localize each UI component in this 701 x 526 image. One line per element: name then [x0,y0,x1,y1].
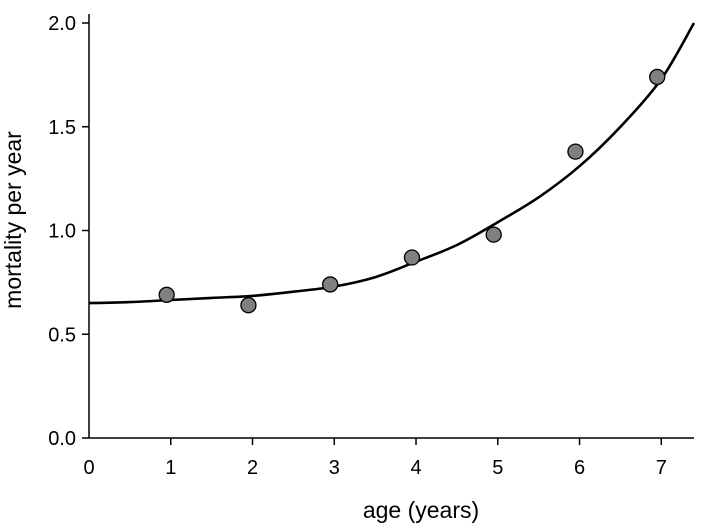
y-tick-label: 1.5 [48,117,76,139]
y-axis-title: mortality per year [0,131,26,309]
x-tick-label: 6 [574,457,585,479]
x-tick-label: 7 [656,457,667,479]
data-point [158,286,175,303]
data-points [158,68,666,314]
y-tick-label: 2.0 [48,13,76,35]
y-axis-ticks: 0.0 0.5 1.0 1.5 2.0 [48,13,89,450]
fit-curve [88,22,696,305]
x-axis-title: age (years) [363,497,479,523]
x-tick-label: 0 [83,457,94,479]
y-tick-label: 1.0 [48,221,76,243]
data-point [322,276,339,293]
y-tick-label: 0.0 [48,428,76,450]
x-tick-label: 4 [410,457,421,479]
data-point [240,297,257,314]
axes [88,14,694,439]
y-tick-label: 0.5 [48,324,76,346]
data-point [403,249,421,266]
x-tick-label: 2 [247,457,258,479]
data-point [567,143,584,160]
x-tick-label: 5 [492,457,503,479]
x-axis-ticks: 0 1 2 3 4 5 6 7 [83,438,667,479]
x-tick-label: 1 [165,457,176,479]
data-point [485,226,502,243]
x-tick-label: 3 [329,457,340,479]
data-point [649,68,666,86]
